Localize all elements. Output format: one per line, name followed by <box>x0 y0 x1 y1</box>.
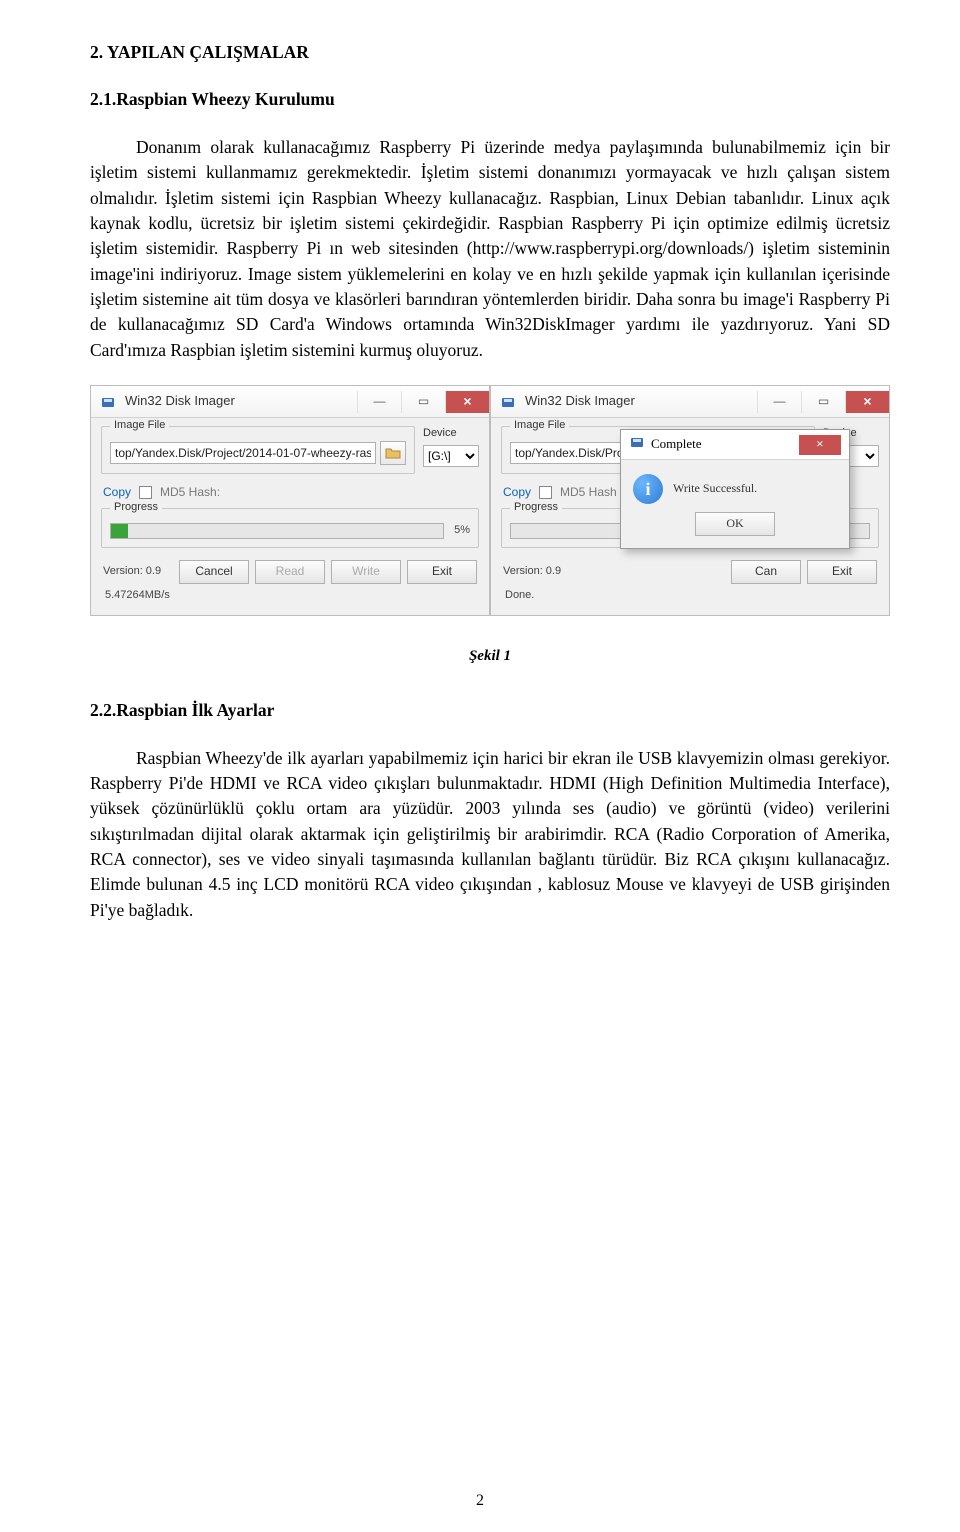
paragraph-2: Raspbian Wheezy'de ilk ayarları yapabilm… <box>90 746 890 924</box>
button-row: Version: 0.9 Can Exit <box>501 556 879 584</box>
image-file-legend: Image File <box>510 418 569 434</box>
progress-fill <box>111 524 128 538</box>
md5-label: MD5 Hash: <box>160 484 220 501</box>
maximize-button[interactable]: ▭ <box>401 391 445 413</box>
browse-button[interactable] <box>380 441 406 465</box>
version-label: Version: 0.9 <box>503 564 561 580</box>
write-button: Write <box>331 560 401 584</box>
close-button[interactable]: × <box>445 391 489 413</box>
device-label: Device <box>423 426 479 442</box>
dialog-close-button[interactable]: × <box>799 435 841 455</box>
section-heading-1: 2. YAPILAN ÇALIŞMALAR <box>90 40 890 65</box>
minimize-button[interactable]: — <box>757 391 801 413</box>
titlebar[interactable]: Win32 Disk Imager — ▭ × <box>91 386 489 418</box>
minimize-button[interactable]: — <box>357 391 401 413</box>
paragraph-1: Donanım olarak kullanacağımız Raspberry … <box>90 135 890 363</box>
window-left-wrapper: Win32 Disk Imager — ▭ × Image File Devic… <box>90 385 490 616</box>
read-button: Read <box>255 560 325 584</box>
section-heading-3: 2.2.Raspbian İlk Ayarlar <box>90 698 890 723</box>
folder-icon <box>385 446 401 460</box>
titlebar[interactable]: Win32 Disk Imager — ▭ × <box>491 386 889 418</box>
progress-bar <box>110 523 444 539</box>
dialog-message: Write Successful. <box>673 480 757 497</box>
progress-group: Progress 5% <box>101 508 479 548</box>
paragraph-2-text: Raspbian Wheezy'de ilk ayarları yapabilm… <box>90 748 890 920</box>
exit-button[interactable]: Exit <box>407 560 477 584</box>
dialog-app-icon <box>629 434 645 456</box>
md5-checkbox[interactable] <box>539 486 552 499</box>
window-right-wrapper: Win32 Disk Imager — ▭ × Image File Devic… <box>490 385 890 616</box>
window-title: Win32 Disk Imager <box>525 392 757 411</box>
section-heading-2: 2.1.Raspbian Wheezy Kurulumu <box>90 87 890 112</box>
image-file-group: Image File <box>101 426 415 474</box>
complete-dialog: Complete × i Write Successful. OK <box>620 429 850 549</box>
progress-percent: 5% <box>454 523 470 539</box>
figure-caption: Şekil 1 <box>90 646 890 668</box>
dialog-title: Complete <box>651 435 799 454</box>
app-icon <box>99 393 117 411</box>
window-title: Win32 Disk Imager <box>125 392 357 411</box>
page-number: 2 <box>0 1489 960 1512</box>
ok-button[interactable]: OK <box>695 512 775 536</box>
close-button[interactable]: × <box>845 391 889 413</box>
exit-button[interactable]: Exit <box>807 560 877 584</box>
device-column: Device [G:\] <box>423 426 479 467</box>
info-icon: i <box>633 474 663 504</box>
dialog-titlebar[interactable]: Complete × <box>621 430 849 460</box>
md5-checkbox[interactable] <box>139 486 152 499</box>
window-body: Image File Device [G:\] Copy <box>91 418 489 615</box>
dialog-body: i Write Successful. <box>621 460 849 512</box>
status-text: 5.47264MB/s <box>101 584 479 606</box>
maximize-button[interactable]: ▭ <box>801 391 845 413</box>
image-file-legend: Image File <box>110 418 169 434</box>
cancel-button[interactable]: Can <box>731 560 801 584</box>
cancel-button[interactable]: Cancel <box>179 560 249 584</box>
button-row: Version: 0.9 Cancel Read Write Exit <box>101 556 479 584</box>
screenshot-row: Win32 Disk Imager — ▭ × Image File Devic… <box>90 385 890 616</box>
version-label: Version: 0.9 <box>103 564 161 580</box>
app-icon <box>499 393 517 411</box>
md5-label: MD5 Hash <box>560 484 617 501</box>
status-text: Done. <box>501 584 879 606</box>
progress-legend: Progress <box>110 500 162 516</box>
device-select[interactable]: [G:\] <box>423 445 479 467</box>
paragraph-1-text: Donanım olarak kullanacağımız Raspberry … <box>90 137 890 360</box>
image-path-input[interactable] <box>110 442 376 464</box>
dialog-footer: OK <box>621 512 849 548</box>
win32diskimager-window-writing: Win32 Disk Imager — ▭ × Image File Devic… <box>90 385 490 616</box>
progress-legend: Progress <box>510 500 562 516</box>
